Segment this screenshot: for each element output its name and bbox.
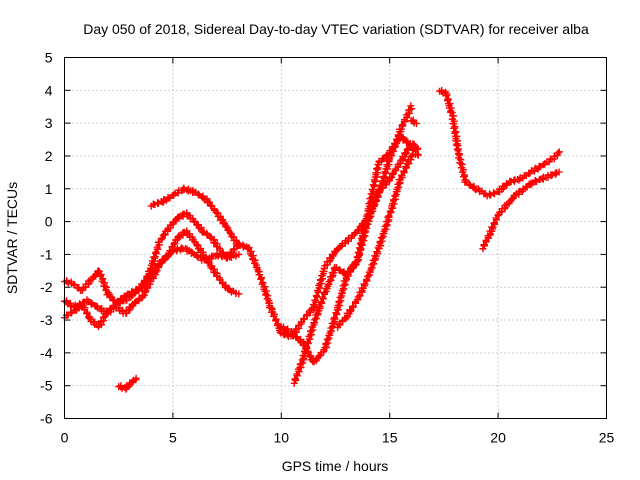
data-point <box>274 320 282 328</box>
series-track-8 <box>436 86 563 200</box>
data-point <box>131 299 139 307</box>
x-axis-label: GPS time / hours <box>282 458 389 474</box>
y-tick-label: -4 <box>40 345 53 361</box>
y-tick-label: -6 <box>40 411 53 427</box>
data-point <box>235 290 243 298</box>
data-point <box>391 192 399 200</box>
y-tick-label: 2 <box>45 148 53 164</box>
data-point <box>87 300 95 308</box>
data-point <box>360 229 368 237</box>
x-tick-label: 0 <box>61 430 69 446</box>
data-point <box>407 153 415 161</box>
series-track-3 <box>61 227 243 331</box>
data-point <box>141 288 149 296</box>
data-point <box>531 176 539 184</box>
data-point <box>122 291 130 299</box>
grid-lines <box>64 57 607 419</box>
y-tick-label: -3 <box>40 312 53 328</box>
data-point <box>506 178 514 186</box>
data-point <box>373 165 381 173</box>
series-track-10 <box>115 374 140 393</box>
data-point <box>554 149 562 157</box>
y-axis-label: SDTVAR / TECUs <box>4 182 20 294</box>
data-point <box>465 180 473 188</box>
data-point <box>259 279 267 287</box>
data-point <box>369 181 377 189</box>
x-tick-label: 10 <box>274 430 290 446</box>
data-point <box>128 287 136 295</box>
data-point <box>453 145 461 153</box>
data-point <box>555 168 563 176</box>
x-tick-label: 5 <box>169 430 177 446</box>
series-track-6 <box>290 140 422 387</box>
plot-frame <box>64 57 607 419</box>
data-point <box>132 374 140 382</box>
y-tick-label: 3 <box>45 115 53 131</box>
data-point <box>317 280 325 288</box>
y-tick-label: 1 <box>45 181 53 197</box>
data-point <box>199 194 207 202</box>
series-track-9 <box>479 168 563 253</box>
series-track-11 <box>407 116 420 127</box>
data-points <box>61 86 563 393</box>
y-tick-label: -2 <box>40 279 53 295</box>
data-point <box>94 267 102 275</box>
data-point <box>398 121 406 129</box>
x-tick-label: 15 <box>382 430 398 446</box>
data-point <box>340 270 348 278</box>
data-point <box>151 249 159 257</box>
data-point <box>547 172 555 180</box>
data-point <box>408 152 416 160</box>
data-point <box>336 293 344 301</box>
y-tick-label: -1 <box>40 246 53 262</box>
data-point <box>335 265 343 273</box>
data-point <box>235 251 243 259</box>
data-point <box>407 102 415 110</box>
x-tick-label: 20 <box>490 430 506 446</box>
data-point <box>414 151 422 159</box>
series-track-7 <box>334 152 416 332</box>
data-point <box>365 217 373 225</box>
y-tick-label: -5 <box>40 378 53 394</box>
data-point <box>460 173 468 181</box>
y-tick-label: 0 <box>45 214 53 230</box>
data-point <box>450 124 458 132</box>
data-point <box>412 119 420 127</box>
data-point <box>555 148 563 156</box>
data-point <box>403 164 411 172</box>
data-point <box>101 282 109 290</box>
data-point <box>375 187 383 195</box>
y-tick-label: 5 <box>45 50 53 66</box>
axis-ticks: 0 5 10 15 20 25 -6 -5 -4 -3 -2 -1 0 1 2 3 4 5 <box>40 50 614 446</box>
data-point <box>194 190 202 198</box>
x-tick-label: 25 <box>599 430 615 446</box>
data-point <box>414 145 422 153</box>
chart-title: Day 050 of 2018, Sidereal Day-to-day VTE… <box>83 21 589 37</box>
y-tick-label: 4 <box>45 82 53 98</box>
